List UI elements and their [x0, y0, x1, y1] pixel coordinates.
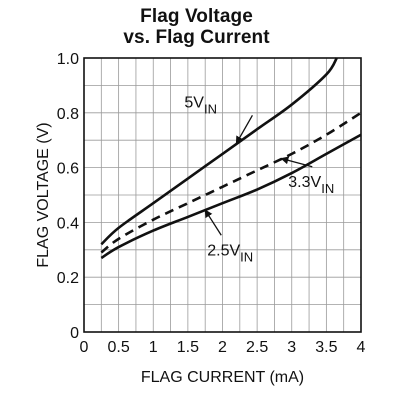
x-tick-label: 1 [149, 339, 158, 356]
series-line-2 [100, 133, 362, 260]
y-tick-label: 0.2 [57, 270, 79, 287]
series-label-1: 3.3VIN [288, 174, 334, 196]
x-tick-labels: 0 0.5 1 1.5 2 2.5 3 3.5 4 [80, 339, 366, 356]
series-label-0: 5VIN [184, 94, 217, 116]
y-axis-label: FLAG VOLTAGE (V) [35, 122, 52, 267]
y-tick-label: 0 [70, 325, 79, 342]
series-leader-arrow-1 [280, 156, 313, 168]
y-tick-label: 1.0 [57, 51, 79, 68]
x-tick-label: 0 [80, 339, 89, 356]
y-tick-labels: 0 0.2 0.4 0.6 0.8 1.0 [57, 51, 79, 342]
chart-title-line2: vs. Flag Current [123, 27, 270, 48]
annotations: 5VIN 3.3VIN 2.5VIN [184, 94, 334, 264]
chart-title-line1: Flag Voltage [140, 6, 253, 27]
series-leader-arrow-2 [204, 209, 222, 236]
x-tick-label: 3 [287, 339, 296, 356]
series-group [100, 57, 362, 260]
y-tick-label: 0.4 [57, 215, 79, 232]
y-tick-label: 0.6 [57, 161, 79, 178]
series-line-0 [100, 57, 338, 246]
y-tick-label: 0.8 [57, 106, 79, 123]
x-tick-label: 4 [357, 339, 366, 356]
x-tick-label: 3.5 [315, 339, 337, 356]
x-tick-label: 0.5 [108, 339, 130, 356]
plot-frame [83, 57, 362, 333]
grid [84, 58, 361, 332]
series-line-1 [100, 111, 362, 254]
x-tick-label: 1.5 [177, 339, 199, 356]
series-label-2: 2.5VIN [207, 242, 253, 264]
x-tick-label: 2.5 [246, 339, 268, 356]
x-axis-label: FLAG CURRENT (mA) [141, 369, 304, 386]
x-tick-label: 2 [218, 339, 227, 356]
series-leader-arrow-0 [235, 114, 253, 145]
